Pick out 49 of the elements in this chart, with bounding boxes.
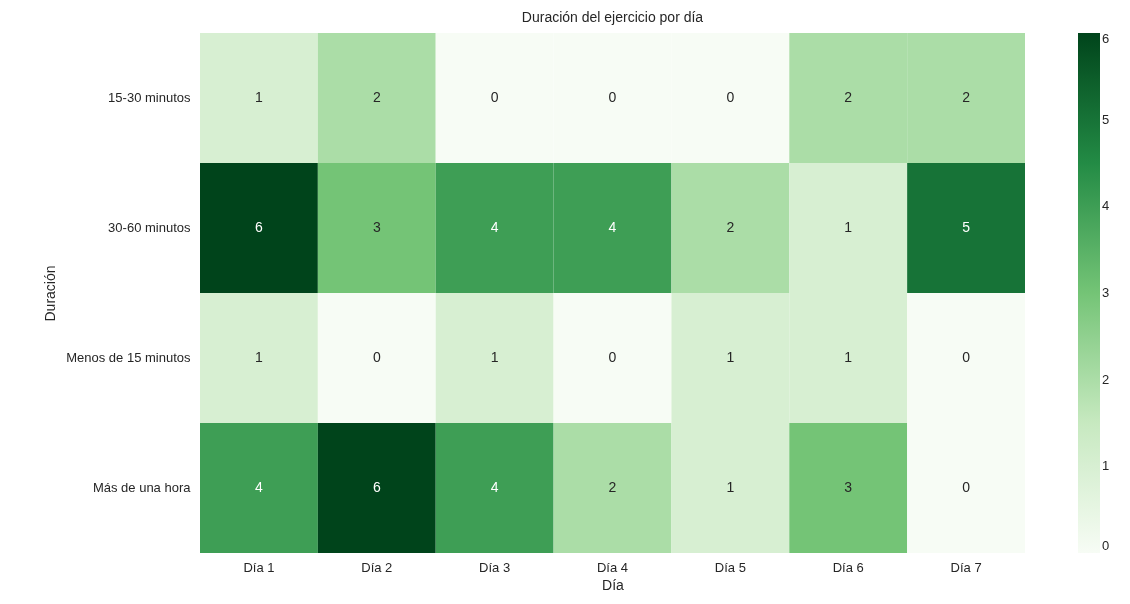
color-bar-label: 6 [1102,31,1110,46]
data-label: 0 [608,89,617,105]
y-tick-label: Menos de 15 minutos [66,350,191,365]
data-label: 2 [726,219,735,235]
data-label: 2 [962,89,971,105]
y-tick-label: 15-30 minutos [108,90,191,105]
color-bar-label: 3 [1102,285,1110,300]
data-label: 3 [372,219,381,235]
data-label: 1 [490,349,499,365]
data-label: 1 [844,349,853,365]
data-label: 4 [490,479,499,495]
data-label: 6 [255,219,264,235]
y-axis-title: Duración [42,265,59,322]
data-label: 1 [726,479,735,495]
data-label: 2 [844,89,853,105]
data-label: 0 [962,349,971,365]
data-label: 2 [608,479,617,495]
x-axis-title: Día [602,576,625,593]
data-label: 2 [372,89,381,105]
data-label: 6 [372,479,381,495]
data-label: 3 [844,479,853,495]
y-tick-label: 30-60 minutos [108,220,191,235]
color-bar-label: 1 [1102,458,1110,474]
data-label: 1 [255,349,264,365]
data-label: 0 [962,479,971,495]
color-bar-label: 4 [1102,198,1110,214]
x-tick-label: Día 7 [950,559,982,575]
x-tick-label: Día 6 [832,559,864,575]
data-label: 1 [726,349,735,365]
x-tick-label: Día 5 [714,559,746,575]
y-tick-label: Más de una hora [92,480,192,495]
data-label: 4 [490,219,499,235]
data-label: 0 [490,89,499,105]
data-label: 1 [255,89,264,105]
data-label: 5 [962,219,971,235]
data-label: 0 [372,349,381,365]
color-bar-label: 2 [1102,371,1110,387]
color-bar-label: 0 [1102,538,1110,553]
x-tick-label: Día 4 [596,559,629,575]
data-label: 0 [726,89,735,105]
data-label: 4 [608,219,617,235]
data-label: 1 [844,219,853,235]
color-bar-label: 5 [1102,111,1110,127]
chart-title: Duración del ejercicio por día [521,9,704,25]
x-tick-label: Día 3 [479,559,511,575]
data-label: 0 [608,349,617,365]
x-tick-label: Día 1 [243,559,275,575]
data-label: 4 [255,479,264,495]
x-tick-label: Día 2 [361,559,393,575]
